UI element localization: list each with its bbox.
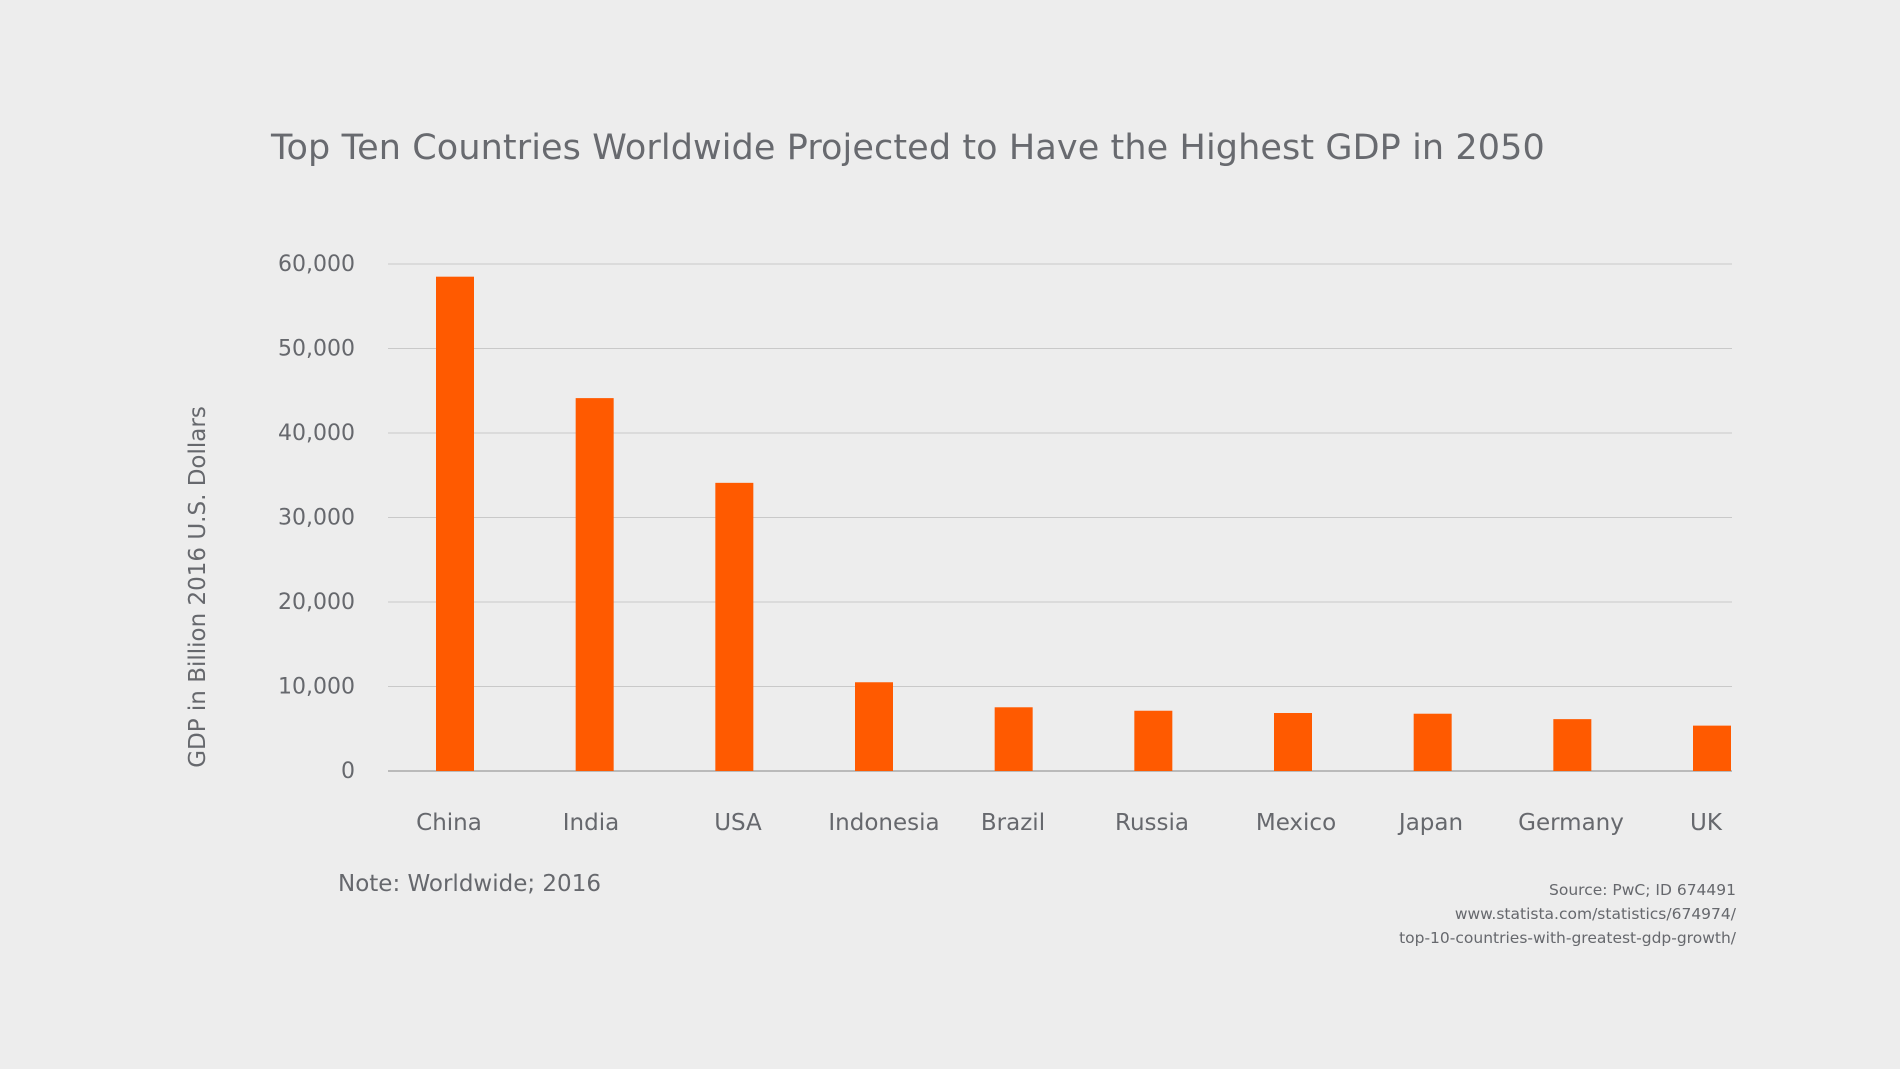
y-tick-label: 0: [341, 759, 355, 784]
y-tick-label: 40,000: [278, 421, 355, 446]
x-tick-label: Mexico: [1256, 810, 1336, 836]
bar-mexico: [1274, 713, 1312, 771]
y-tick-label: 30,000: [278, 506, 355, 531]
y-tick-label: 60,000: [278, 252, 355, 277]
y-tick-label: 50,000: [278, 337, 355, 362]
source-url-line: www.statista.com/statistics/674974/: [1454, 905, 1736, 923]
bar-china: [436, 276, 474, 771]
bar-india: [575, 398, 614, 771]
x-tick-label: Indonesia: [828, 810, 939, 836]
source-line: Source: PwC; ID 674491: [1549, 881, 1736, 899]
y-axis-ticks: 0 10,000 20,000 30,000 40,000 50,000 60,000: [278, 252, 355, 784]
x-axis-labels: China India USA Indonesia Brazil Russia Mexico…: [416, 810, 1723, 836]
bar-uk: [1693, 725, 1731, 771]
x-tick-label: UK: [1690, 810, 1723, 836]
y-axis-title: GDP in Billion 2016 U.S. Dollars: [185, 406, 211, 768]
chart-title: Top Ten Countries Worldwide Projected to…: [271, 128, 1545, 168]
source-info: Source: PwC; ID 674491 www.statista.com/…: [1399, 878, 1736, 950]
source-url-line: top-10-countries-with-greatest-gdp-growt…: [1399, 929, 1736, 947]
bar-brazil: [994, 707, 1033, 771]
bar-germany: [1553, 719, 1592, 771]
bars: [436, 276, 1731, 771]
x-tick-label: China: [416, 810, 482, 836]
x-tick-label: Japan: [1397, 810, 1463, 836]
y-tick-label: 20,000: [278, 590, 355, 615]
bar-russia: [1134, 710, 1173, 771]
y-tick-label: 10,000: [278, 675, 355, 700]
chart-note: Note: Worldwide; 2016: [338, 871, 601, 897]
x-tick-label: Brazil: [981, 810, 1045, 836]
x-tick-label: USA: [714, 810, 762, 836]
bar-japan: [1413, 713, 1452, 771]
x-tick-label: India: [563, 810, 619, 836]
x-tick-label: Germany: [1518, 810, 1624, 836]
bar-indonesia: [855, 682, 893, 771]
bar-usa: [715, 482, 754, 771]
x-tick-label: Russia: [1115, 810, 1189, 836]
